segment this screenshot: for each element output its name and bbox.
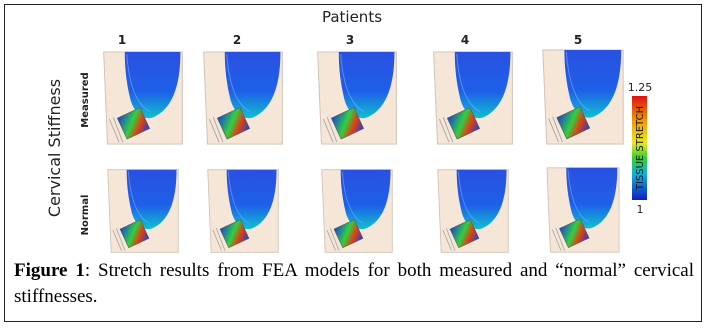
colorbar-min: 1: [637, 203, 644, 216]
fea-panel: [438, 170, 509, 253]
fea-panel: [322, 170, 393, 253]
column-label: 3: [346, 33, 354, 47]
fea-panel: [543, 50, 623, 144]
column-label: 1: [118, 33, 126, 47]
caption-label: Figure 1: [14, 260, 85, 281]
fea-panel: [104, 52, 183, 144]
caption-text: : Stretch results from FEA models for bo…: [14, 260, 694, 307]
column-label: 2: [233, 33, 241, 47]
colorbar-max: 1.25: [628, 81, 653, 94]
fea-panel: [208, 170, 279, 253]
fea-panel: [204, 52, 283, 144]
colorbar-title: TISSUE STRETCH: [635, 106, 646, 191]
fea-panel: [318, 52, 397, 144]
page: Patients 1 2 3 4 5 Cervical Stiffness Me…: [0, 0, 709, 328]
row-label: Normal: [80, 195, 91, 236]
figure: Patients 1 2 3 4 5 Cervical Stiffness Me…: [0, 0, 709, 258]
column-label: 4: [461, 33, 469, 47]
fea-panel: [108, 170, 179, 253]
fea-panel: [434, 52, 513, 144]
row-title: Cervical Stiffness: [45, 79, 64, 217]
row-label: Measured: [80, 72, 91, 127]
fea-panel: [547, 168, 619, 252]
column-label: 5: [574, 33, 582, 47]
caption: Figure 1: Stretch results from FEA model…: [14, 258, 694, 310]
column-title: Patients: [322, 8, 382, 26]
